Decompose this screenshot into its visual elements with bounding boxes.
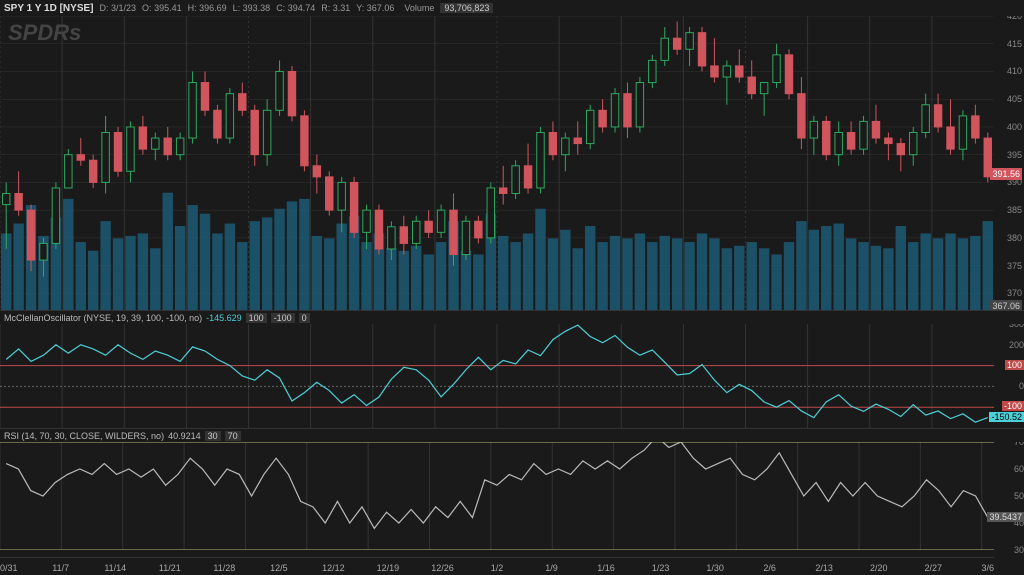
- volume-label: Volume: [404, 3, 434, 13]
- current-price-tag: 391.56: [990, 168, 1022, 180]
- rsi-header: RSI (14, 70, 30, CLOSE, WILDERS, no) 40.…: [0, 428, 1024, 442]
- rsi-title: RSI (14, 70, 30, CLOSE, WILDERS, no): [4, 431, 164, 441]
- rsi-current-tag: 39.5437: [987, 512, 1024, 522]
- price-chart[interactable]: [0, 16, 994, 310]
- volume-value: 93,706,823: [440, 3, 493, 13]
- chart-header: SPY 1 Y 1D [NYSE] D: 3/1/23 O: 395.41 H:…: [0, 0, 1024, 16]
- symbol-label: SPY 1 Y 1D [NYSE]: [4, 3, 94, 14]
- spdr-logo: SPDRs: [8, 20, 81, 46]
- rsi-chart[interactable]: [0, 442, 994, 550]
- oscillator-chart[interactable]: [0, 324, 994, 428]
- oscillator-current-tag: -150.52: [989, 412, 1024, 422]
- rsi-value: 40.9214: [168, 431, 201, 441]
- oscillator-header: McClellanOscillator (NYSE, 19, 39, 100, …: [0, 310, 1024, 324]
- date-x-axis: 10/3111/711/1411/2111/2812/512/1212/1912…: [0, 557, 994, 575]
- oscillator-value: -145.629: [206, 313, 242, 323]
- date-label: D: 3/1/23: [100, 3, 137, 13]
- oscillator-title: McClellanOscillator (NYSE, 19, 39, 100, …: [4, 313, 202, 323]
- price-y-axis: 370375380385390395400405410415420391.563…: [994, 16, 1024, 310]
